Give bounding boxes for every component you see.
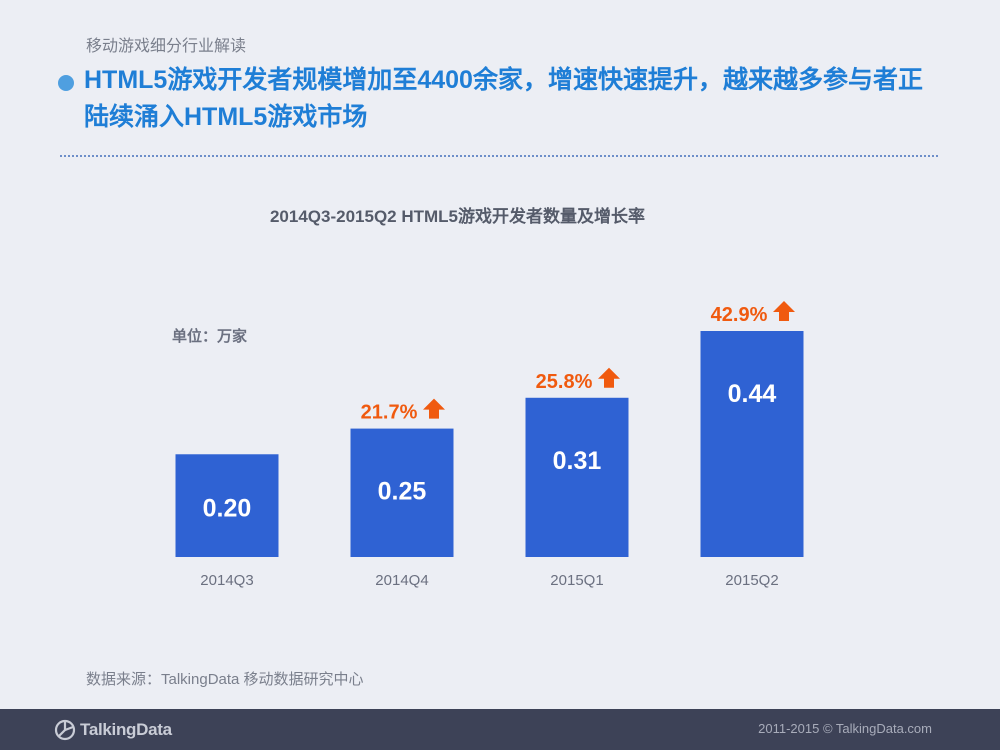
logo-text: TalkingData <box>80 720 172 739</box>
category-label: 2014Q3 <box>200 572 253 589</box>
section-label: 移动游戏细分行业解读 <box>86 38 247 55</box>
bar-value-label: 0.25 <box>378 478 427 506</box>
bar-2015Q1 <box>525 397 629 557</box>
growth-rate-label: 42.9% <box>711 304 768 326</box>
chart-title: 2014Q3-2015Q2 HTML5游戏开发者数量及增长率 <box>269 207 646 226</box>
talkingdata-logo: TalkingData <box>54 718 172 742</box>
bullet-dot <box>58 75 74 91</box>
category-label: 2015Q2 <box>725 572 778 589</box>
growth-rate-label: 21.7% <box>361 402 418 424</box>
bar-value-label: 0.44 <box>728 380 777 408</box>
bar-2014Q3 <box>175 454 279 557</box>
footer-bar: TalkingData 2011-2015 © TalkingData.com <box>0 709 1000 750</box>
bar-2015Q2 <box>700 331 804 557</box>
unit-label: 单位：万家 <box>172 328 248 345</box>
copyright: 2011-2015 © TalkingData.com <box>758 721 932 736</box>
arrow-up-icon <box>598 367 620 388</box>
bar-2014Q4 <box>350 428 454 557</box>
bar-value-label: 0.20 <box>203 495 252 523</box>
arrow-up-icon <box>423 398 445 419</box>
bar-value-label: 0.31 <box>553 447 602 475</box>
data-source: 数据来源：TalkingData 移动数据研究中心 <box>86 671 364 688</box>
growth-rate-label: 25.8% <box>536 371 593 393</box>
category-label: 2014Q4 <box>375 572 428 589</box>
dotted-divider <box>60 155 938 157</box>
category-label: 2015Q1 <box>550 572 603 589</box>
headline: HTML5游戏开发者规模增加至4400余家，增速快速提升，越来越多参与者正陆续涌… <box>84 66 923 131</box>
talkingdata-logo-icon <box>54 719 76 741</box>
arrow-up-icon <box>773 301 795 321</box>
